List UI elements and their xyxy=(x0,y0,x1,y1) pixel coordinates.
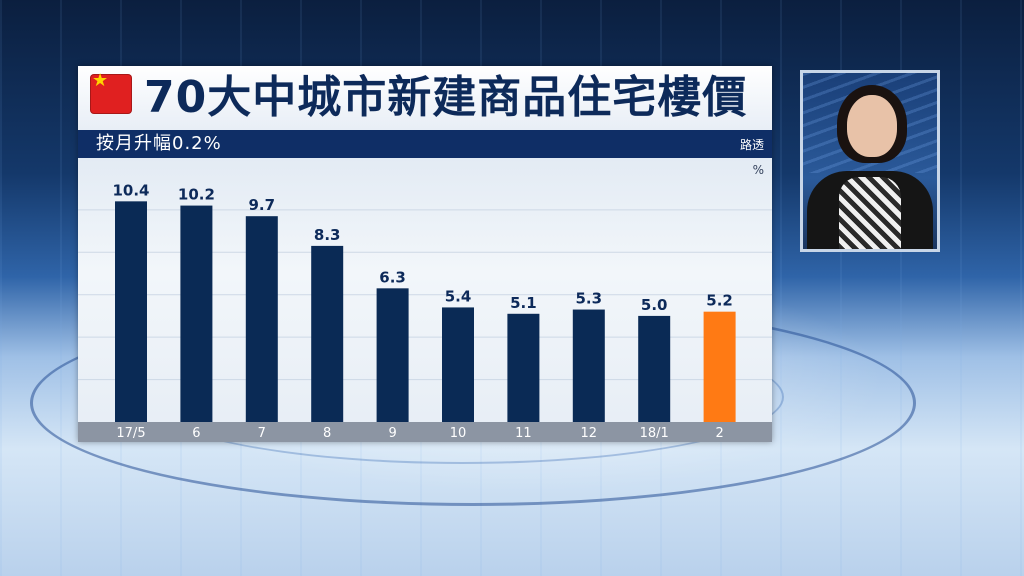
flag-star-icon: ★ xyxy=(92,70,109,91)
unit-label: % xyxy=(753,163,764,177)
bar xyxy=(572,309,605,422)
subtitle-bar: 按月升幅0.2% 路透 xyxy=(78,130,772,158)
bar-chart: % 10.4 17/5 10.2 6 9.7 7 8.3 8 6.3 9 5.4 10 5.1 11 5.3 1… xyxy=(78,163,772,442)
data-label: 6.3 xyxy=(379,268,406,286)
chart-subtitle: 按月升幅0.2% xyxy=(96,133,222,154)
bar xyxy=(115,201,147,422)
x-tick-label: 6 xyxy=(192,426,200,441)
x-tick-label: 7 xyxy=(258,426,266,441)
bar xyxy=(703,311,736,422)
x-tick-label: 8 xyxy=(323,426,331,441)
chart-title: 70大中城市新建商品住宅樓價 xyxy=(144,72,748,123)
x-tick-label: 9 xyxy=(388,426,396,441)
data-label: 9.7 xyxy=(249,196,276,214)
bar xyxy=(311,245,344,422)
title-bar: ★ 70大中城市新建商品住宅樓價 xyxy=(78,66,772,130)
data-label: 5.0 xyxy=(641,296,668,314)
data-label: 8.3 xyxy=(314,226,341,244)
data-label: 5.4 xyxy=(445,287,472,305)
data-label: 10.4 xyxy=(112,181,149,199)
data-label: 10.2 xyxy=(178,186,215,204)
anchor-video-window xyxy=(800,70,940,252)
anchor-face xyxy=(847,95,897,157)
bar xyxy=(180,205,213,422)
china-flag-icon: ★ xyxy=(90,70,132,114)
chart-area: % 10.4 17/5 10.2 6 9.7 7 8.3 8 6.3 9 5.4 10 5.1 11 5.3 1… xyxy=(78,158,772,442)
x-tick-label: 11 xyxy=(515,426,532,441)
bar xyxy=(638,315,671,422)
data-label: 5.1 xyxy=(510,294,537,312)
bar xyxy=(376,288,409,422)
data-label: 5.3 xyxy=(576,290,603,308)
x-tick-label: 2 xyxy=(715,426,723,441)
x-tick-label: 10 xyxy=(450,426,467,441)
x-tick-label: 18/1 xyxy=(640,426,669,441)
bar xyxy=(507,313,540,422)
x-tick-label: 17/5 xyxy=(116,426,145,441)
chart-panel: ★ 70大中城市新建商品住宅樓價 按月升幅0.2% 路透 % 10.4 17/5 10… xyxy=(78,66,772,442)
category-axis-strip xyxy=(78,422,772,442)
source-label: 路透 xyxy=(739,138,764,152)
bar xyxy=(442,307,474,422)
bar xyxy=(245,216,278,422)
anchor-blouse xyxy=(839,177,901,249)
data-label: 5.2 xyxy=(706,292,733,310)
x-tick-label: 12 xyxy=(581,426,598,441)
